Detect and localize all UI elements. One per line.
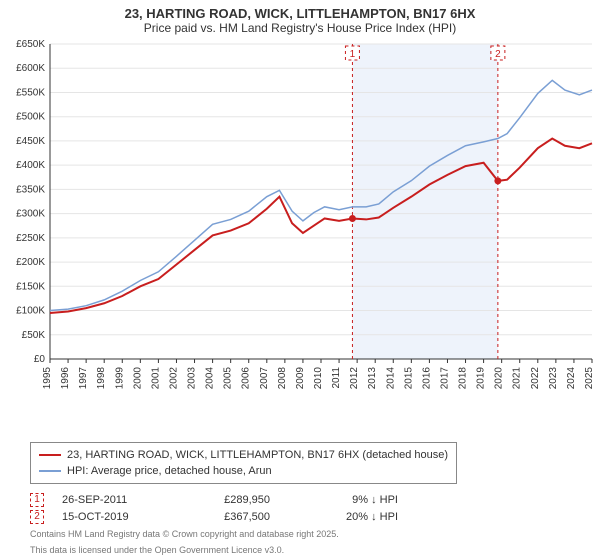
x-tick-label: 2006 [241,367,252,390]
x-tick-label: 2000 [132,367,143,390]
chart-title: 23, HARTING ROAD, WICK, LITTLEHAMPTON, B… [0,0,600,21]
legend-label: 23, HARTING ROAD, WICK, LITTLEHAMPTON, B… [67,447,448,463]
y-tick-label: £500K [16,112,45,123]
sale-marker-box: 1 [30,493,44,507]
x-tick-label: 2016 [421,367,432,390]
x-tick-label: 2013 [367,367,378,390]
x-tick-label: 2012 [349,367,360,390]
marker-label: 1 [350,49,356,60]
chart-footer: 23, HARTING ROAD, WICK, LITTLEHAMPTON, B… [30,442,590,556]
x-tick-label: 2015 [403,367,414,390]
x-tick-label: 2014 [385,367,396,390]
x-tick-label: 1999 [114,367,125,390]
series-hpi [50,80,592,310]
y-tick-label: £150K [16,281,45,292]
y-tick-label: £350K [16,184,45,195]
sale-date: 26-SEP-2011 [62,494,162,506]
sale-point [494,177,501,184]
x-tick-label: 2021 [512,367,523,390]
sale-price: £367,500 [180,511,270,523]
sale-price: £289,950 [180,494,270,506]
y-tick-label: £50K [22,330,46,341]
y-tick-label: £0 [34,354,46,365]
x-tick-label: 2024 [566,367,577,390]
y-tick-label: £550K [16,87,45,98]
x-tick-label: 2004 [205,367,216,390]
y-tick-label: £200K [16,257,45,268]
legend-row: 23, HARTING ROAD, WICK, LITTLEHAMPTON, B… [39,447,448,463]
legend-box: 23, HARTING ROAD, WICK, LITTLEHAMPTON, B… [30,442,457,484]
y-tick-label: £100K [16,306,45,317]
x-tick-label: 2025 [584,367,595,390]
x-tick-label: 2003 [187,367,198,390]
credit-line-1: Contains HM Land Registry data © Crown c… [30,528,590,540]
x-tick-label: 2008 [277,367,288,390]
legend-swatch [39,454,61,456]
credit-line-2: This data is licensed under the Open Gov… [30,544,590,556]
shaded-region [352,44,497,359]
x-tick-label: 2002 [168,367,179,390]
x-tick-label: 2020 [494,367,505,390]
x-tick-label: 2023 [548,367,559,390]
sale-delta: 9% ↓ HPI [288,494,398,506]
chart-svg: £0 £50K £100K £150K £200K £250K £300K £350K £400… [0,39,600,409]
y-tick-label: £300K [16,209,45,220]
x-tick-label: 2005 [223,367,234,390]
sale-row: 1 26-SEP-2011 £289,950 9% ↓ HPI [30,493,590,507]
chart-subtitle: Price paid vs. HM Land Registry's House … [0,21,600,39]
x-tick-label: 2001 [150,367,161,390]
y-tick-label: £400K [16,160,45,171]
legend-row: HPI: Average price, detached house, Arun [39,463,448,479]
chart-plot-area: £0 £50K £100K £150K £200K £250K £300K £350K £400… [0,39,600,409]
chart-container: 23, HARTING ROAD, WICK, LITTLEHAMPTON, B… [0,0,600,560]
x-tick-label: 1997 [78,367,89,390]
x-tick-label: 2009 [295,367,306,390]
sale-point [349,215,356,222]
sale-delta: 20% ↓ HPI [288,511,398,523]
x-tick-label: 2022 [530,367,541,390]
sale-row: 2 15-OCT-2019 £367,500 20% ↓ HPI [30,510,590,524]
x-tick-label: 2010 [313,367,324,390]
y-tick-label: £450K [16,136,45,147]
x-tick-label: 2011 [331,367,342,389]
x-tick-label: 2017 [439,367,450,390]
y-tick-label: £600K [16,63,45,74]
x-tick-label: 1996 [60,367,71,390]
x-tick-label: 2007 [259,367,270,390]
legend-label: HPI: Average price, detached house, Arun [67,463,272,479]
x-tick-label: 1998 [96,367,107,390]
marker-label: 2 [495,49,501,60]
y-tick-label: £250K [16,233,45,244]
sale-date: 15-OCT-2019 [62,511,162,523]
x-tick-label: 2019 [476,367,487,390]
legend-swatch [39,470,61,472]
y-tick-label: £650K [16,39,45,50]
x-tick-label: 2018 [458,367,469,390]
x-tick-label: 1995 [42,367,53,390]
sale-marker-box: 2 [30,510,44,524]
